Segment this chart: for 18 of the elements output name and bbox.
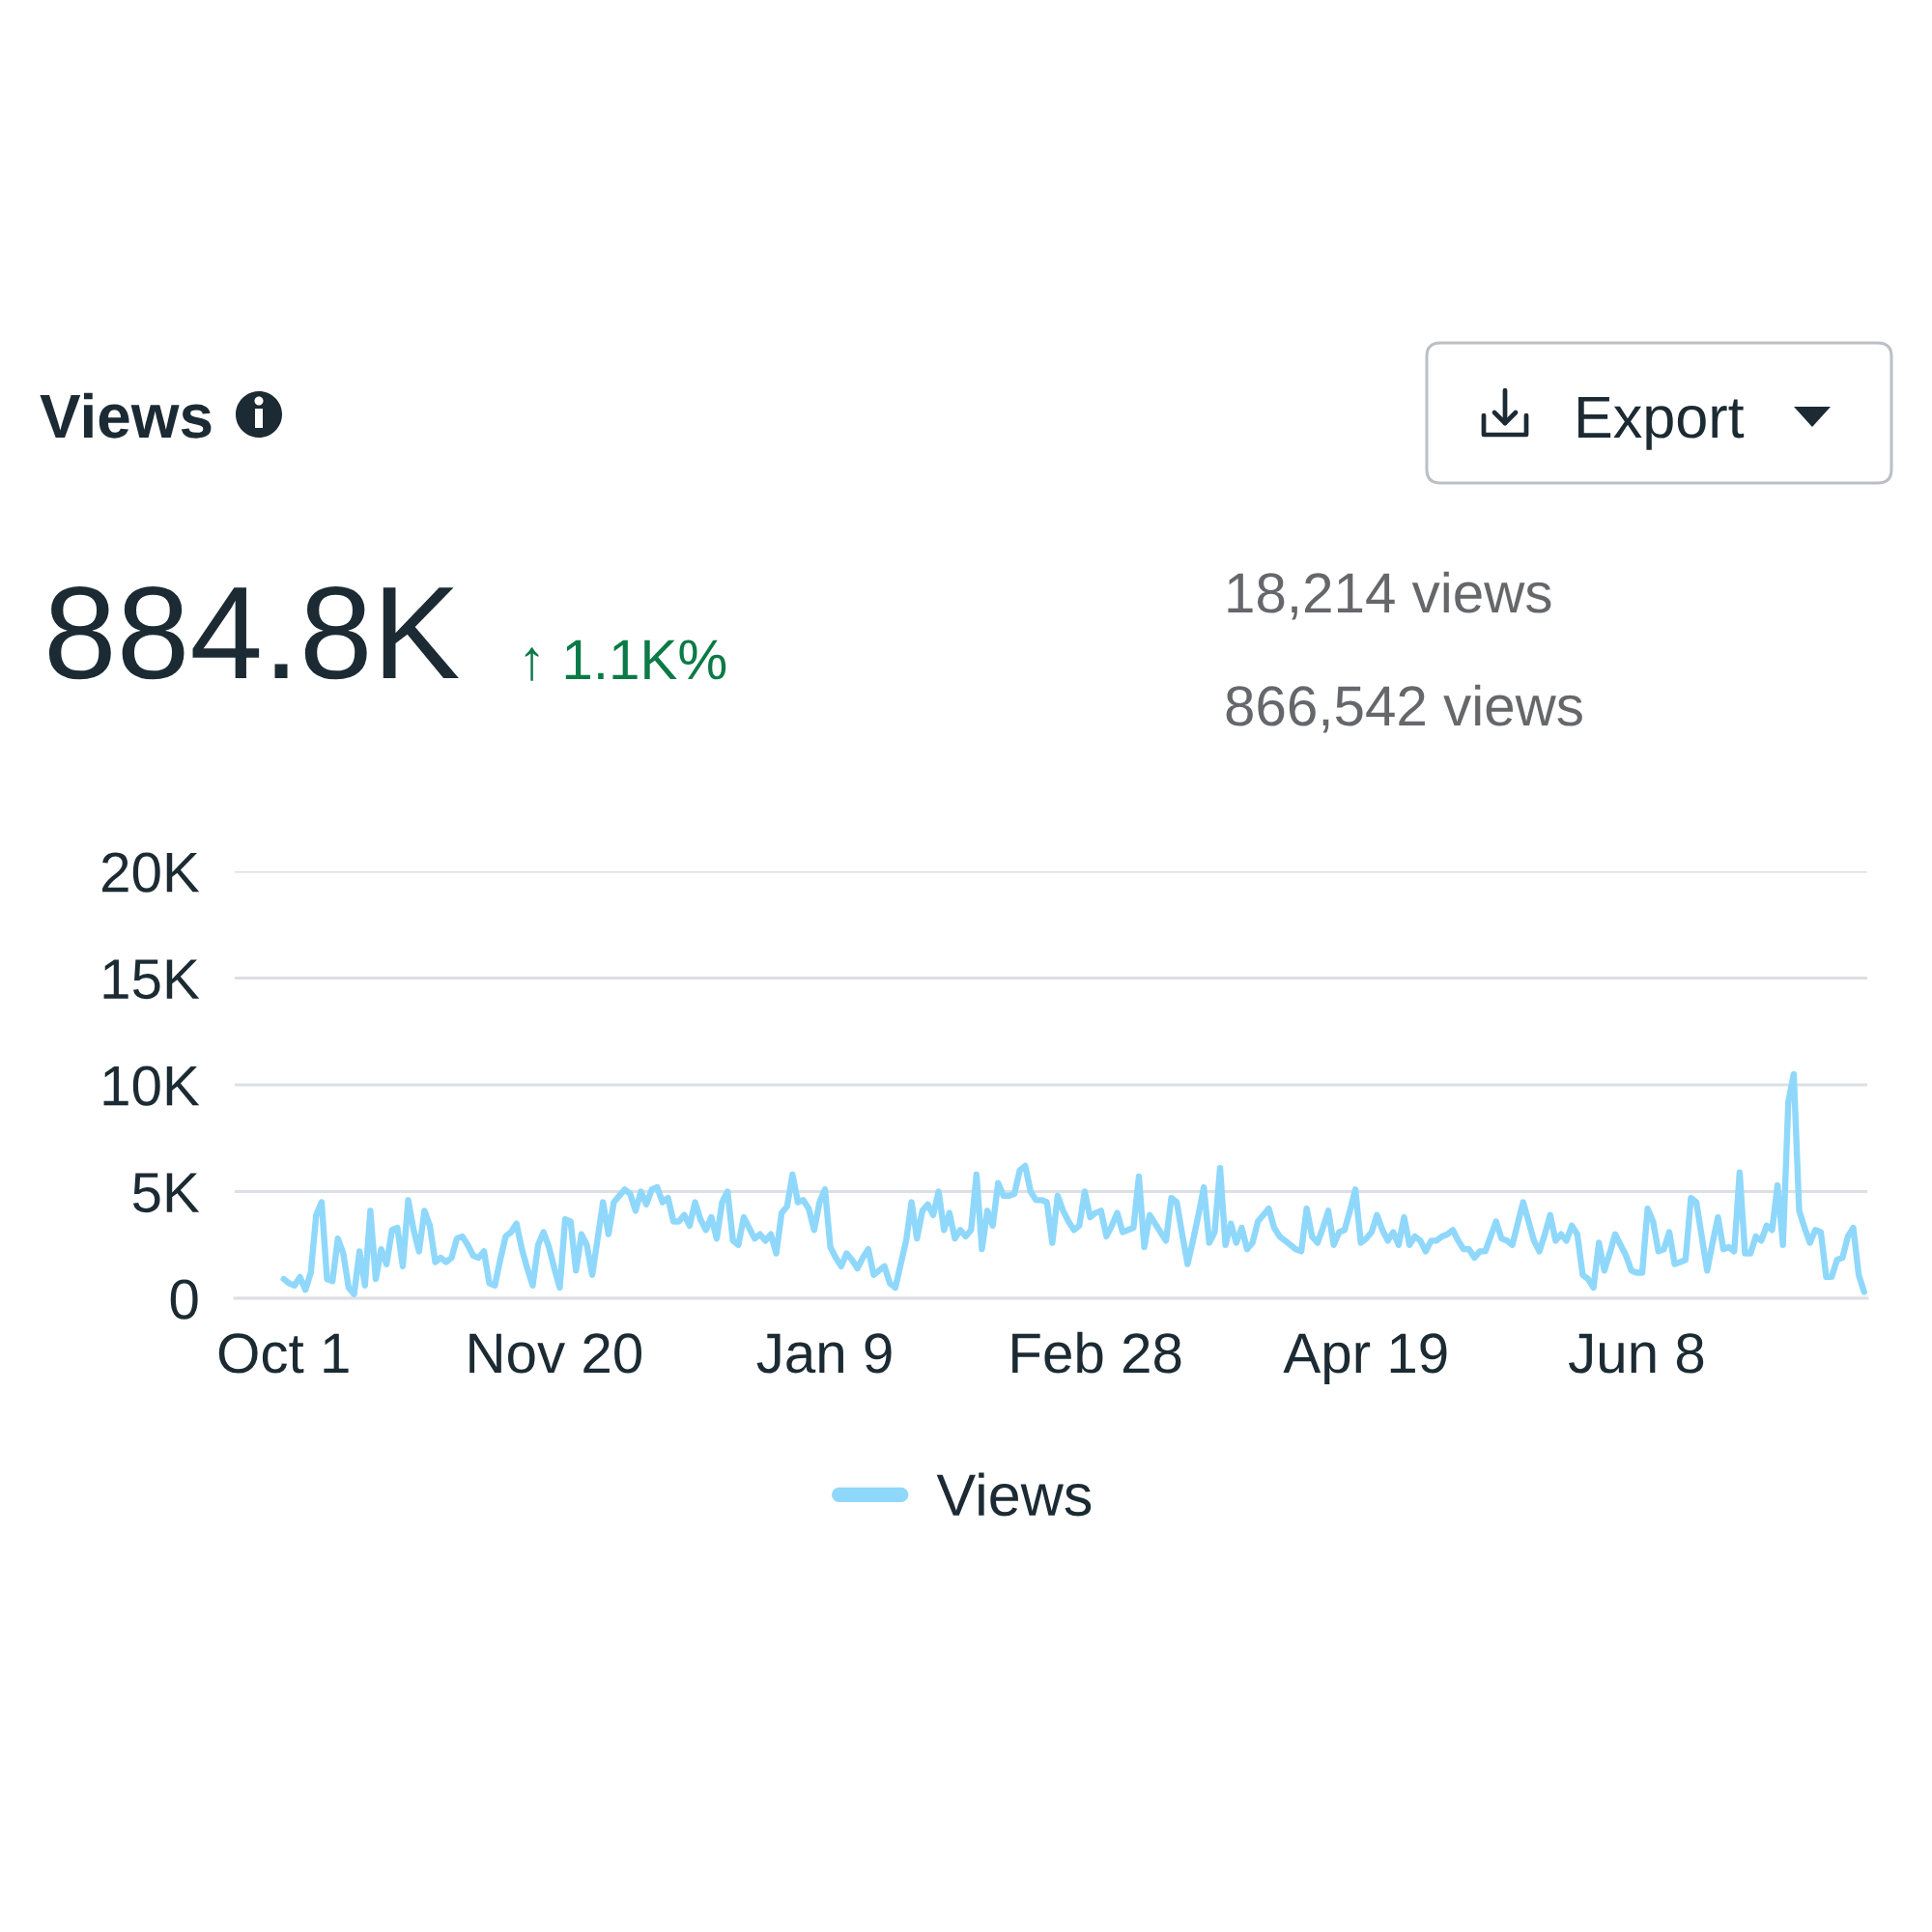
text: 884.8K [48, 585, 459, 680]
x-tick-label: Nov 20 [469, 1333, 641, 1374]
x-tick-label: Jan 9 [756, 1333, 892, 1374]
x-tick-label: Oct 1 [218, 1333, 349, 1374]
y-tick-label: 0 [170, 1279, 198, 1320]
legend-label: Views [936, 1472, 1092, 1517]
y-tick-label: 20K [102, 852, 200, 893]
y-tick-label: 15K [103, 959, 200, 1000]
text: 18,214 views [1228, 571, 1551, 620]
x-tick-label: Apr 19 [1283, 1333, 1447, 1385]
text: 866,542 views [1226, 684, 1582, 733]
x-tick-label: Jun 8 [1568, 1333, 1704, 1374]
y-tick-label: 10K [103, 1065, 200, 1106]
chart-title: Views [40, 392, 212, 439]
text: ↑ 1.1K% [525, 639, 726, 681]
y-tick-label: 5K [132, 1173, 200, 1213]
text: Export [1578, 396, 1745, 450]
x-tick-label: Feb 28 [1012, 1331, 1181, 1374]
